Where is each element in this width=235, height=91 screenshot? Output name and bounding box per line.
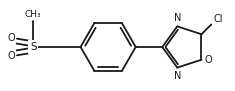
Text: O: O xyxy=(8,51,16,61)
Text: Cl: Cl xyxy=(213,13,223,23)
Text: O: O xyxy=(204,55,212,65)
Text: S: S xyxy=(30,42,37,52)
Text: N: N xyxy=(174,13,181,23)
Text: CH₃: CH₃ xyxy=(25,10,42,19)
Text: N: N xyxy=(174,71,181,81)
Text: O: O xyxy=(8,33,16,43)
